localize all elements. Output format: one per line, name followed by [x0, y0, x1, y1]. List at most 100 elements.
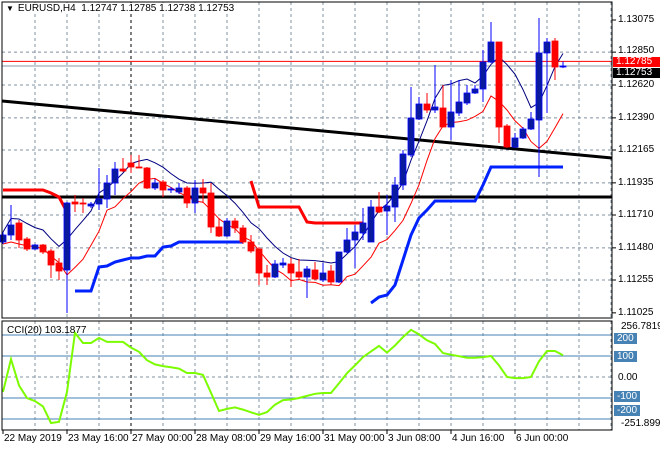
bull-candle — [111, 162, 119, 195]
candle-body — [335, 251, 343, 283]
cci-pane — [2, 328, 612, 425]
candle-body — [479, 61, 487, 90]
candle-body — [375, 206, 383, 213]
candle-body — [167, 188, 175, 191]
candle-body — [199, 187, 207, 194]
bull-candle — [519, 127, 527, 139]
time-tick-label: 3 Jun 08:00 — [388, 433, 441, 444]
candle-body — [391, 184, 399, 208]
bull-candle — [279, 258, 287, 268]
time-tick-label: 31 May 00:00 — [324, 433, 385, 444]
candle-body — [519, 128, 527, 139]
dropdown-triangle-icon[interactable]: ▼ — [6, 4, 14, 13]
time-tick-label: 22 May 2019 — [4, 433, 62, 444]
bear-candle — [375, 192, 383, 213]
candle-body — [47, 250, 55, 266]
bull-candle — [151, 179, 159, 190]
candle-body — [311, 269, 319, 280]
time-tick-label: 29 May 16:00 — [260, 433, 321, 444]
high-value: 1.12785 — [120, 3, 157, 14]
candle-body — [31, 244, 39, 250]
bear-candle — [215, 218, 223, 237]
bull-candle — [87, 202, 95, 208]
candle-body — [247, 241, 255, 252]
ma-low-line — [2, 95, 564, 287]
bull-candle — [335, 251, 343, 283]
bull-candle — [359, 208, 367, 240]
candle-body — [271, 263, 279, 278]
price-tick-label: 1.12620 — [618, 79, 655, 90]
candles — [0, 18, 567, 313]
bull-candle — [559, 61, 567, 69]
candle-body — [135, 166, 143, 169]
candle-body — [495, 41, 503, 128]
bull-candle — [431, 65, 439, 113]
upper-stop-line — [3, 188, 69, 213]
trendline — [1, 99, 613, 160]
candle-body — [463, 92, 471, 104]
candle-body — [191, 187, 199, 204]
bear-candle — [247, 235, 255, 253]
bear-candle — [255, 247, 263, 285]
bull-candle — [535, 18, 543, 177]
main-pane-border — [1, 1, 613, 319]
cci-max-label: 256.7819 — [621, 321, 660, 332]
candle-body — [407, 117, 415, 156]
price-tick-label: 1.13075 — [618, 14, 655, 25]
candle-body — [79, 202, 87, 205]
candle-body — [447, 111, 455, 128]
bull-candle — [0, 232, 7, 244]
bear-candle — [311, 262, 319, 280]
symbol-label: EURUSD,H4 — [17, 3, 76, 14]
bull-candle — [543, 38, 551, 113]
cci-title: CCI(20) 103.1877 — [7, 325, 87, 336]
candle-body — [367, 206, 375, 243]
price-tick-label: 1.12390 — [618, 111, 655, 123]
bull-candle — [343, 228, 351, 253]
bear-candle — [135, 155, 143, 169]
candle-body — [327, 270, 335, 283]
time-tick-label: 4 Jun 16:00 — [452, 433, 505, 444]
bull-candle — [223, 218, 231, 237]
bear-candle — [423, 93, 431, 113]
low-value: 1.12738 — [159, 3, 196, 14]
candle-body — [207, 192, 215, 228]
candle-body — [239, 227, 247, 243]
candle-body — [503, 125, 511, 148]
candle-body — [415, 103, 423, 120]
price-tick-label: 1.12850 — [618, 45, 655, 56]
time-tick-label: 28 May 08:00 — [196, 433, 257, 444]
bid-price-label: 1.12753 — [613, 68, 660, 78]
price-tick-label: 1.11935 — [618, 176, 654, 188]
grid — [2, 2, 616, 434]
candle-body — [39, 244, 47, 253]
time-tick-label: 23 May 16:00 — [68, 433, 129, 444]
candle-body — [159, 181, 167, 191]
chart-header: ▼ EURUSD,H4 1.12747 1.12785 1.12738 1.127… — [6, 3, 238, 14]
bull-candle — [463, 85, 471, 105]
bull-candle — [271, 260, 279, 278]
bull-candle — [383, 195, 391, 235]
candle-body — [351, 231, 359, 241]
cci-level-minus-200: -200 — [614, 405, 641, 416]
cci-min-label: -251.8991 — [621, 418, 660, 429]
bear-candle — [295, 259, 303, 279]
bull-candle — [7, 205, 15, 240]
bear-candle — [119, 158, 127, 172]
bear-candle — [47, 249, 55, 278]
bull-candle — [407, 87, 415, 157]
bull-candle — [351, 225, 359, 268]
candle-body — [103, 182, 111, 200]
bull-candle — [103, 175, 111, 208]
bull-candle — [455, 80, 463, 116]
time-tick-label: 6 Jun 00:00 — [516, 433, 569, 444]
candle-body — [55, 262, 63, 272]
bear-candle — [79, 198, 87, 213]
bull-candle — [167, 187, 175, 193]
lower-stop-line — [75, 240, 243, 293]
candle-body — [527, 118, 535, 130]
candle-body — [455, 101, 463, 114]
bull-candle — [511, 133, 519, 148]
bear-candle — [495, 41, 503, 143]
